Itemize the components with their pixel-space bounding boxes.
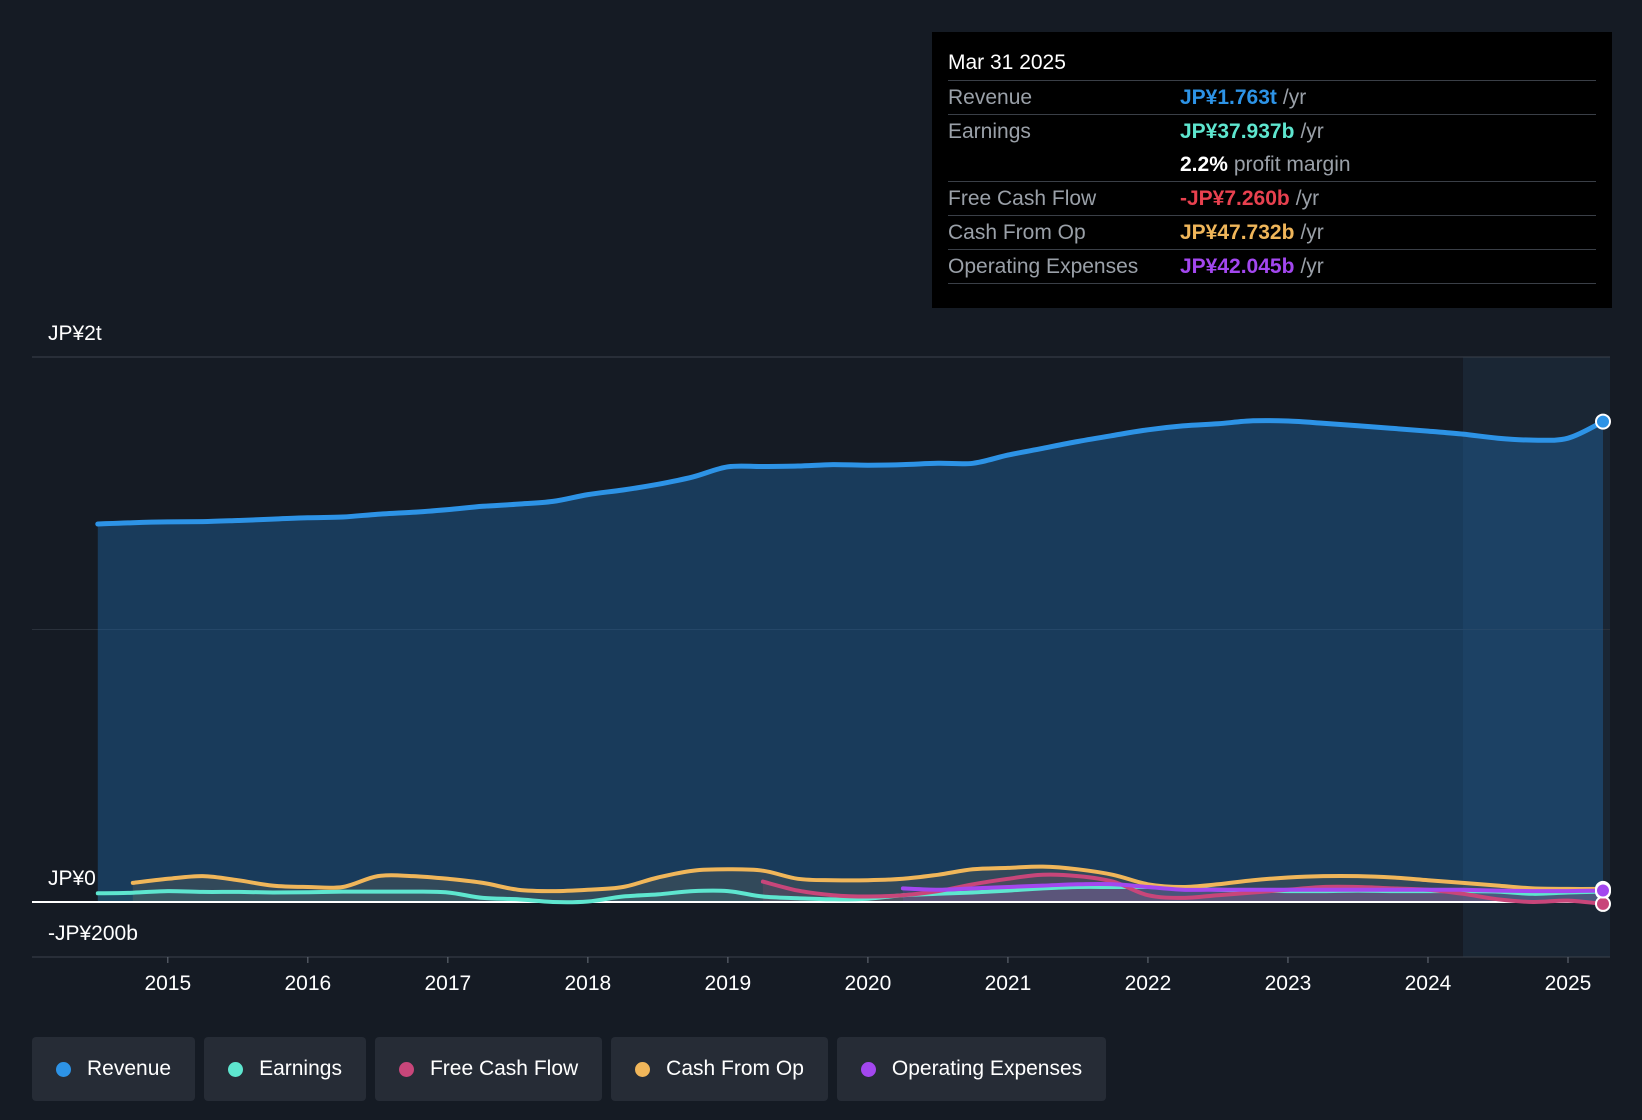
x-tick-label: 2015	[144, 972, 191, 995]
legend-item-cash-from-op[interactable]: Cash From Op	[611, 1037, 828, 1101]
tooltip-unit: profit margin	[1233, 152, 1351, 176]
tooltip-value: -JP¥7.260b	[1180, 186, 1290, 210]
tooltip-label: Free Cash Flow	[948, 186, 1097, 210]
series-area-free-cash-flow	[762, 874, 1603, 904]
x-tick-label: 2024	[1405, 972, 1452, 995]
tooltip-value: JP¥37.937b	[1180, 119, 1295, 143]
end-marker-free-cash-flow	[1594, 895, 1611, 912]
x-tick-label: 2023	[1265, 972, 1312, 995]
tooltip-value: JP¥47.732b	[1180, 220, 1295, 244]
legend: Revenue Earnings Free Cash Flow Cash Fro…	[32, 1037, 1107, 1101]
y-tick-label-zero: JP¥0	[48, 867, 96, 890]
legend-item-operating-expenses[interactable]: Operating Expenses	[836, 1037, 1107, 1101]
tooltip-label: Earnings	[948, 119, 1031, 143]
x-tick-label: 2018	[565, 972, 612, 995]
legend-label: Revenue	[87, 1057, 172, 1080]
tooltip: Mar 31 2025 Revenue JP¥1.763t /yr Earnin…	[932, 32, 1612, 308]
legend-item-free-cash-flow[interactable]: Free Cash Flow	[374, 1037, 603, 1101]
x-tick-label: 2021	[985, 972, 1032, 995]
tooltip-row-operating-expenses: Operating Expenses JP¥42.045b /yr	[948, 249, 1596, 284]
legend-item-earnings[interactable]: Earnings	[204, 1037, 366, 1101]
tooltip-row-free-cash-flow: Free Cash Flow -JP¥7.260b /yr	[948, 181, 1596, 215]
tooltip-value: 2.2%	[1180, 152, 1228, 176]
series-line-revenue	[95, 418, 1606, 527]
end-marker-revenue	[1594, 413, 1611, 430]
x-tick-label: 2016	[284, 972, 331, 995]
legend-dot-icon	[398, 1061, 414, 1077]
legend-dot-icon	[860, 1061, 876, 1077]
series-area-revenue	[97, 420, 1603, 902]
series-line-operating-expenses	[900, 882, 1605, 894]
legend-dot-icon	[56, 1061, 71, 1077]
y-tick-label-bottom: -JP¥200b	[48, 922, 138, 945]
tooltip-unit: /yr	[1282, 85, 1307, 109]
tooltip-row-profit-margin: 2.2% profit margin	[948, 148, 1596, 181]
tooltip-row-earnings: Earnings JP¥37.937b /yr	[948, 114, 1596, 148]
tooltip-row-cash-from-op: Cash From Op JP¥47.732b /yr	[948, 215, 1596, 249]
series-line-free-cash-flow	[760, 872, 1605, 906]
tooltip-unit: /yr	[1295, 186, 1320, 210]
series-line-cash-from-op	[130, 864, 1605, 894]
legend-dot-icon	[635, 1061, 651, 1077]
tooltip-unit: /yr	[1300, 220, 1324, 244]
tooltip-value: JP¥42.045b	[1180, 254, 1295, 278]
legend-label: Cash From Op	[666, 1057, 804, 1080]
y-tick-label-top: JP¥2t	[48, 322, 102, 345]
forecast-region	[1462, 357, 1610, 957]
tooltip-row-revenue: Revenue JP¥1.763t /yr	[948, 80, 1596, 114]
x-tick-label: 2022	[1125, 972, 1172, 995]
legend-label: Earnings	[259, 1057, 342, 1080]
x-tick-label: 2025	[1545, 972, 1592, 995]
legend-dot-icon	[228, 1061, 244, 1077]
x-tick-label: 2019	[705, 972, 752, 995]
x-tick-label: 2017	[424, 972, 471, 995]
tooltip-label: Cash From Op	[948, 220, 1086, 244]
x-tick-label: 2020	[845, 972, 892, 995]
legend-item-revenue[interactable]: Revenue	[32, 1037, 196, 1101]
tooltip-unit: /yr	[1300, 119, 1324, 143]
tooltip-label: Operating Expenses	[948, 254, 1139, 278]
tooltip-label: Revenue	[948, 85, 1033, 109]
legend-label: Operating Expenses	[891, 1057, 1083, 1080]
legend-label: Free Cash Flow	[429, 1057, 579, 1080]
tooltip-date: Mar 31 2025	[948, 51, 1066, 74]
tooltip-value: JP¥1.763t	[1180, 85, 1277, 109]
end-marker-operating-expenses	[1594, 882, 1611, 899]
tooltip-unit: /yr	[1300, 254, 1324, 278]
